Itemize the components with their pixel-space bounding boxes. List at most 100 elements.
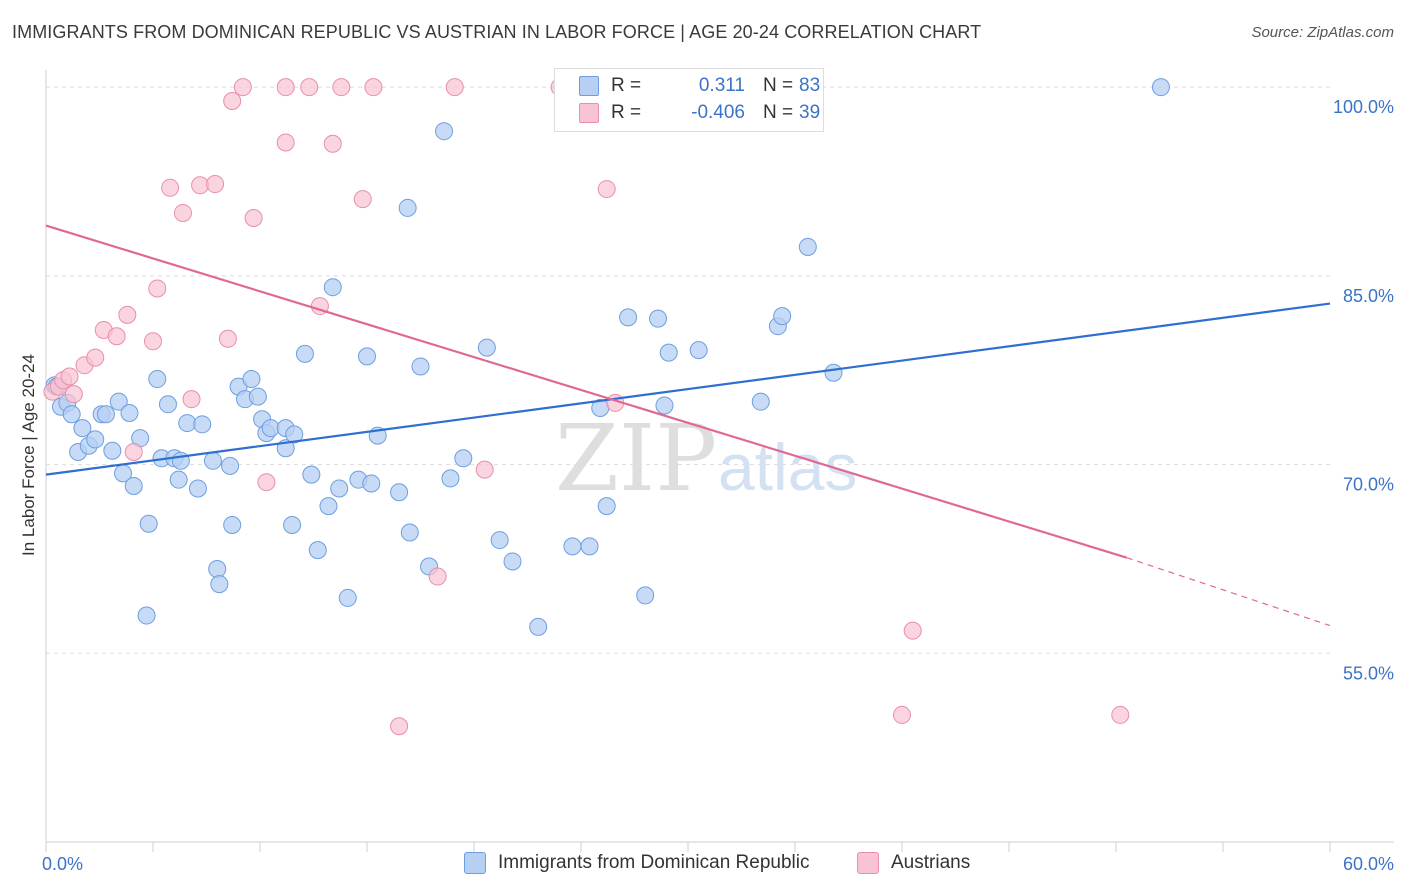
data-point-dominican: [295, 344, 314, 363]
legend-n-label: N =: [763, 102, 794, 123]
series-dominican-republic: [45, 78, 1170, 636]
legend-label-austrians: Austrians: [891, 852, 971, 873]
data-point-dominican: [503, 552, 522, 571]
data-point-austrians: [64, 385, 83, 404]
series-austrians: [43, 78, 1130, 736]
legend-n-value: 39: [799, 102, 821, 123]
legend-swatch-pink: [579, 103, 599, 123]
data-point-dominican: [109, 392, 128, 411]
data-point-austrians: [353, 190, 372, 209]
data-point-dominican: [362, 474, 381, 493]
data-point-austrians: [475, 460, 494, 479]
data-point-dominican: [751, 392, 770, 411]
data-point-austrians: [223, 92, 242, 110]
trend-lines: [45, 224, 1331, 627]
data-point-dominican: [1151, 78, 1170, 97]
data-point-dominican: [441, 469, 460, 488]
data-point-austrians: [903, 621, 922, 640]
data-point-dominican: [73, 419, 92, 438]
data-point-dominican: [302, 465, 321, 484]
gridlines: [46, 86, 1330, 654]
data-point-dominican: [248, 387, 267, 406]
legend-r-label: R =: [611, 102, 642, 123]
legend-r-value: -0.406: [691, 102, 745, 123]
data-point-austrians: [1111, 705, 1130, 724]
data-point-dominican: [529, 617, 548, 636]
data-point-austrians: [428, 567, 447, 586]
data-point-austrians: [597, 180, 616, 199]
data-point-dominican: [411, 357, 430, 376]
legend-item-dominican[interactable]: Immigrants from Dominican Republic: [464, 852, 810, 874]
data-point-austrians: [206, 175, 225, 194]
legend-n-label: N =: [763, 75, 794, 96]
data-point-austrians: [893, 705, 911, 724]
data-point-dominican: [580, 537, 599, 556]
data-point-dominican: [649, 309, 668, 328]
data-point-austrians: [191, 176, 210, 195]
legend-label-dominican: Immigrants from Dominican Republic: [498, 852, 810, 873]
axes: [45, 70, 1394, 852]
data-point-austrians: [161, 178, 180, 197]
legend-r-value: 0.311: [698, 75, 745, 96]
data-point-austrians: [445, 78, 464, 97]
data-point-dominican: [435, 122, 454, 141]
x-tick-label: 0.0%: [42, 854, 83, 874]
y-tick-label: 85.0%: [1343, 286, 1394, 306]
data-point-austrians: [107, 327, 126, 346]
data-point-dominican: [137, 606, 156, 625]
data-point-dominican: [773, 307, 792, 326]
data-point-austrians: [218, 329, 237, 348]
data-point-austrians: [332, 78, 351, 97]
data-point-dominican: [597, 497, 616, 516]
data-point-dominican: [308, 541, 327, 560]
data-point-austrians: [148, 279, 167, 298]
watermark: ZIP atlas: [555, 405, 857, 512]
y-tick-label: 100.0%: [1333, 97, 1394, 117]
data-point-dominican: [62, 405, 81, 424]
legend-item-austrians[interactable]: Austrians: [857, 852, 970, 874]
data-point-dominican: [120, 404, 139, 422]
data-point-dominican: [210, 575, 229, 594]
data-point-dominican: [178, 414, 197, 433]
data-point-austrians: [124, 443, 143, 461]
data-point-austrians: [276, 78, 295, 97]
data-point-dominican: [96, 405, 115, 424]
data-point-austrians: [144, 332, 162, 351]
data-point-austrians: [173, 203, 192, 222]
y-tick-label: 55.0%: [1343, 663, 1394, 683]
data-point-austrians: [390, 717, 409, 736]
data-point-dominican: [203, 451, 222, 470]
data-point-austrians: [233, 78, 252, 97]
data-point-dominican: [636, 586, 655, 605]
legend-n-value: 83: [799, 75, 821, 96]
data-point-austrians: [257, 473, 276, 492]
data-point-austrians: [244, 209, 263, 227]
data-point-dominican: [824, 363, 843, 382]
data-point-austrians: [300, 78, 319, 97]
data-point-dominican: [148, 370, 167, 389]
data-point-dominican: [330, 479, 349, 498]
data-point-dominican: [193, 415, 212, 434]
data-point-dominican: [139, 514, 158, 533]
data-point-dominican: [659, 343, 678, 362]
watermark-atlas: atlas: [718, 430, 857, 504]
source-credit: Source: ZipAtlas.com: [1251, 24, 1394, 41]
data-point-dominican: [208, 560, 227, 578]
data-point-dominican: [283, 515, 302, 534]
data-point-dominican: [158, 395, 177, 414]
trend-line-dominican: [45, 302, 1331, 476]
data-point-dominican: [319, 497, 338, 516]
data-point-dominican: [477, 338, 496, 357]
data-point-dominican: [400, 523, 419, 542]
data-point-austrians: [364, 78, 383, 97]
data-point-dominican: [619, 308, 638, 327]
data-point-dominican: [86, 430, 105, 449]
data-point-dominican: [398, 198, 417, 217]
data-point-dominican: [454, 449, 473, 468]
data-point-dominican: [221, 456, 240, 475]
data-point-austrians: [60, 367, 79, 386]
y-tick-label: 70.0%: [1343, 475, 1394, 495]
data-point-dominican: [798, 237, 817, 256]
legend-swatch-blue: [579, 76, 599, 96]
data-point-dominican: [689, 341, 708, 360]
